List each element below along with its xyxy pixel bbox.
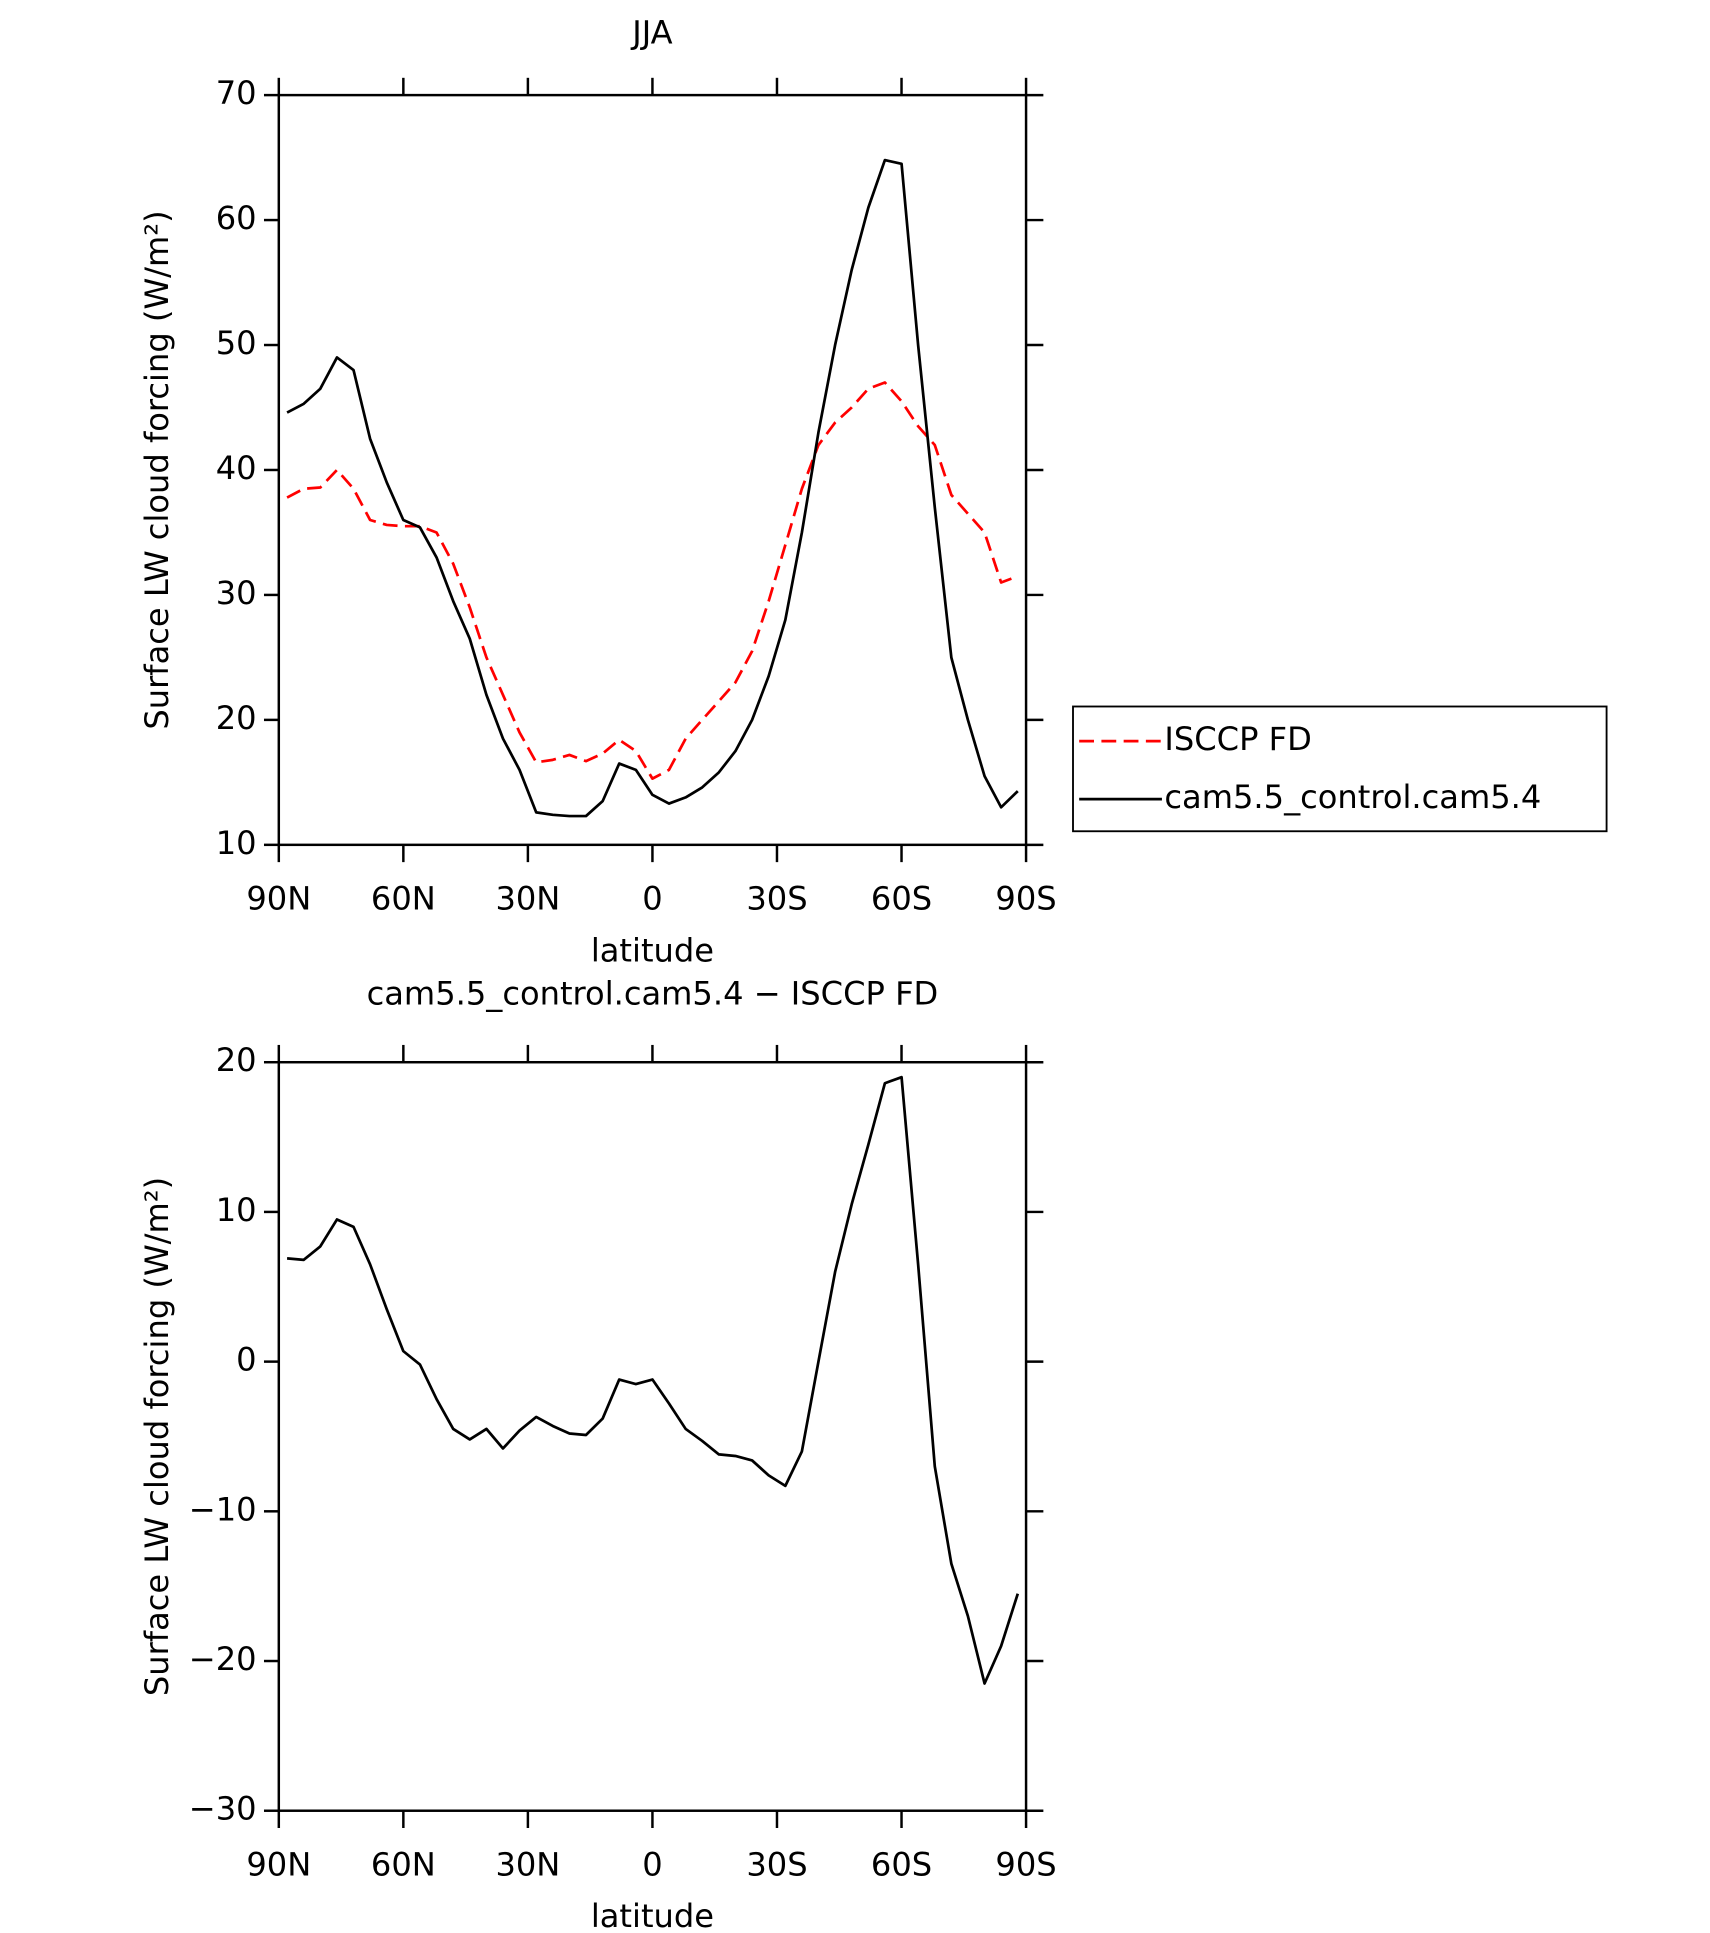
x-tick-label: 30S <box>746 1845 807 1883</box>
y-axis-label: Surface LW cloud forcing (W/m²) <box>138 1177 176 1696</box>
data-line <box>286 381 1019 780</box>
x-tick-label: 60N <box>371 879 436 917</box>
plot-frame <box>277 93 1028 847</box>
x-tick-label: 60S <box>871 879 932 917</box>
y-tick-label: −10 <box>189 1490 257 1528</box>
x-tick-label: 0 <box>642 1845 662 1883</box>
legend-box <box>1072 705 1608 833</box>
data-line <box>286 1075 1020 1685</box>
legend-label: cam5.5_control.cam5.4 <box>1164 778 1541 816</box>
x-tick-label: 30N <box>495 1845 560 1883</box>
y-tick-label: 60 <box>216 199 257 237</box>
y-tick-label: −20 <box>189 1640 257 1678</box>
x-tick-label: 90N <box>246 879 311 917</box>
data-line <box>286 158 1019 818</box>
y-tick-label: 30 <box>216 574 257 612</box>
chart-title: JJA <box>630 14 672 52</box>
y-axis-label: Surface LW cloud forcing (W/m²) <box>138 210 176 729</box>
x-tick-label: 60S <box>871 1845 932 1883</box>
y-tick-label: 40 <box>216 449 257 487</box>
legend-label: ISCCP FD <box>1164 720 1311 758</box>
x-tick-label: 90S <box>995 879 1056 917</box>
x-tick-label: 0 <box>642 879 662 917</box>
plot-frame <box>277 1060 1028 1812</box>
y-tick-label: 70 <box>216 74 257 112</box>
x-tick-label: 30S <box>746 879 807 917</box>
x-tick-label: 60N <box>371 1845 436 1883</box>
y-tick-label: −30 <box>189 1790 257 1828</box>
y-tick-label: 10 <box>216 1191 257 1229</box>
x-tick-label: 30N <box>495 879 560 917</box>
x-axis-label: latitude <box>591 1897 714 1933</box>
x-tick-label: 90S <box>995 1845 1056 1883</box>
y-tick-label: 0 <box>236 1341 256 1379</box>
y-tick-label: 10 <box>216 824 257 862</box>
chart-title: cam5.5_control.cam5.4 − ISCCP FD <box>367 975 939 1013</box>
y-tick-label: 20 <box>216 1041 257 1079</box>
x-tick-label: 90N <box>246 1845 311 1883</box>
y-tick-label: 20 <box>216 699 257 737</box>
x-axis-label: latitude <box>591 931 714 969</box>
y-tick-label: 50 <box>216 324 257 362</box>
